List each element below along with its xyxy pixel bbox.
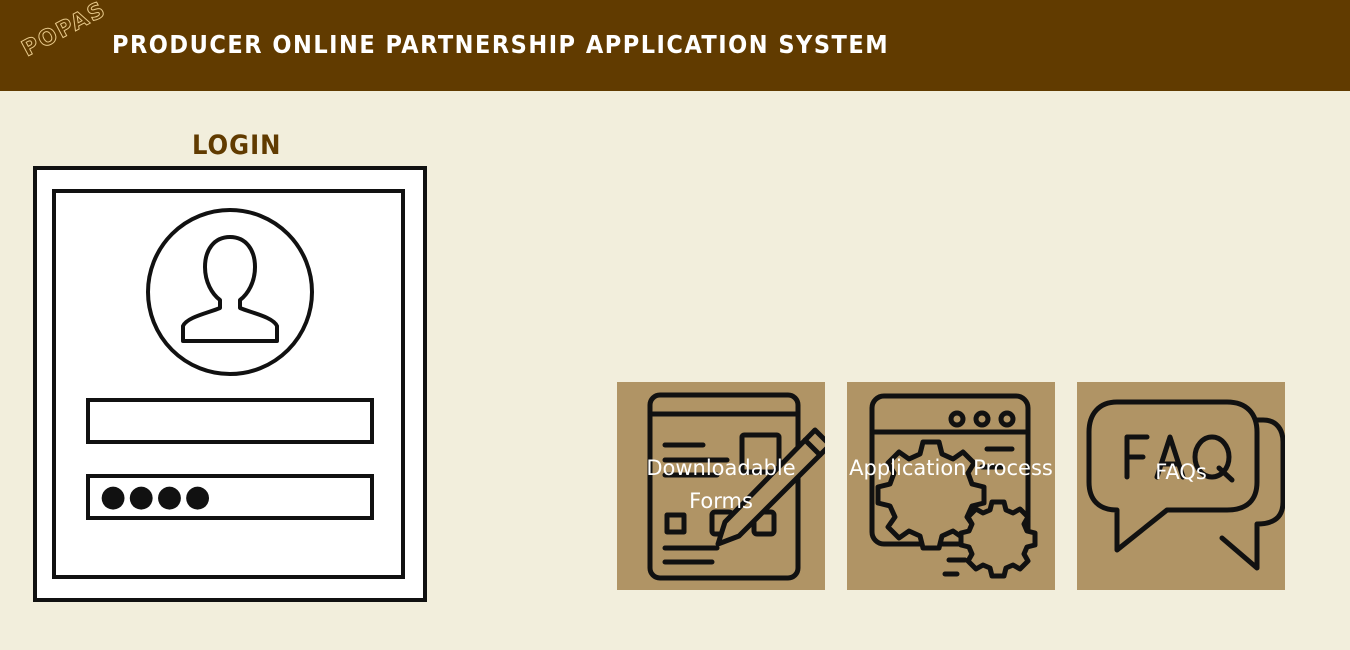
faqs-tile[interactable]: FAQs xyxy=(1077,382,1285,590)
gears-icon xyxy=(869,393,1038,579)
login-card: ●●●● xyxy=(33,166,427,602)
form-edit-icon xyxy=(647,392,825,581)
downloadable-forms-tile[interactable]: Downloadable Forms xyxy=(617,382,825,590)
login-form: ●●●● xyxy=(52,189,405,579)
app-title: PRODUCER ONLINE PARTNERSHIP APPLICATION … xyxy=(112,30,890,59)
password-input[interactable]: ●●●● xyxy=(86,474,374,520)
application-process-tile[interactable]: Application Process xyxy=(847,382,1055,590)
tile-label: Downloadable Forms xyxy=(646,456,796,513)
username-input[interactable] xyxy=(86,398,374,444)
login-title: LOGIN xyxy=(192,130,282,161)
popas-logo[interactable]: POPAS xyxy=(17,0,111,63)
tile-label: FAQs xyxy=(1155,460,1207,484)
app-header: POPAS PRODUCER ONLINE PARTNERSHIP APPLIC… xyxy=(0,0,1350,91)
user-avatar-icon xyxy=(146,208,314,376)
password-mask: ●●●● xyxy=(100,479,213,514)
tile-label: Application Process xyxy=(849,456,1053,480)
faq-chat-icon xyxy=(1086,399,1285,571)
